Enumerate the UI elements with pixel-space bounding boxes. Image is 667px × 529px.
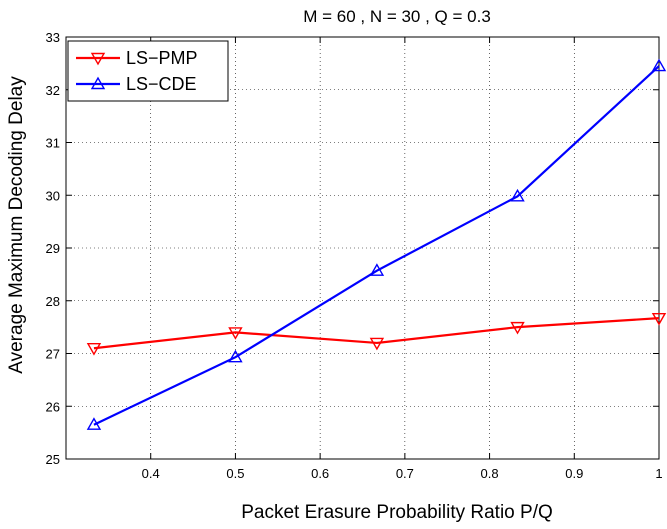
x-tick-label: 0.7: [396, 466, 414, 481]
data-point-lscde: [86, 417, 102, 430]
series-line-lscde: [93, 65, 660, 426]
y-axis-label: Average Maximum Decoding Delay: [6, 76, 27, 374]
data-point-lscde: [228, 349, 243, 363]
y-tick-label: 33: [46, 30, 60, 45]
series-lscde: [86, 58, 667, 430]
legend: LS−PMP LS−CDE: [67, 40, 229, 102]
data-point-lspmp: [86, 343, 102, 356]
data-point-lscde: [369, 263, 385, 276]
data-point-lscde: [651, 58, 667, 72]
legend-label-lscde: LS−CDE: [126, 74, 197, 94]
x-tick-label: 0.6: [311, 466, 329, 481]
y-tick-label: 29: [46, 241, 60, 256]
x-tick-label: 0.4: [142, 466, 160, 481]
legend-marker-lscde: [90, 76, 106, 90]
legend-label-lspmp: LS−PMP: [126, 48, 198, 68]
series-lspmp: [86, 312, 667, 356]
series-line-lspmp: [93, 317, 660, 350]
y-tick-label: 28: [46, 294, 60, 309]
data-point-lspmp: [510, 321, 525, 335]
x-tick-label: 0.5: [226, 466, 244, 481]
x-tick-label: 0.8: [481, 466, 499, 481]
x-axis-label: Packet Erasure Probability Ratio P/Q: [241, 502, 553, 523]
data-point-lspmp: [369, 337, 385, 351]
axes: 0.4 0.5 0.6 0.7 0.8 0.9 1 25 26 27 28 29 30 31 32 33: [46, 30, 663, 481]
data-point-lspmp: [228, 327, 243, 340]
y-tick-label: 26: [46, 399, 60, 414]
data-point-lspmp: [651, 312, 667, 326]
data-series: [86, 58, 667, 430]
x-tick-label: 1: [655, 466, 662, 481]
y-tick-label: 32: [46, 83, 60, 98]
y-tick-label: 31: [46, 136, 60, 151]
y-tick-label: 30: [46, 188, 60, 203]
chart-title: M = 60 , N = 30 , Q = 0.3: [303, 7, 491, 26]
y-tick-label: 25: [46, 452, 60, 467]
data-point-lscde: [510, 188, 525, 202]
x-tick-label: 0.9: [565, 466, 583, 481]
y-tick-label: 27: [46, 347, 60, 362]
legend-marker-lspmp: [90, 52, 106, 66]
legend-box: [67, 40, 229, 102]
